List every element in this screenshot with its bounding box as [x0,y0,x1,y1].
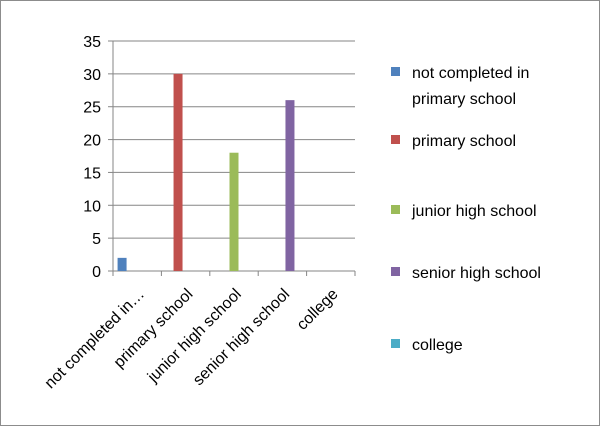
legend-label: primary school [412,91,516,108]
gridlines [113,40,355,239]
y-axis-tick-labels: 0 5 10 15 20 25 30 35 [83,34,101,281]
legend: not completed in primary school primary sc… [391,65,541,354]
legend-label: senior high school [412,265,541,282]
legend-swatch [391,339,400,348]
legend-swatch [391,267,400,276]
bar-senior-high-school [285,100,295,272]
y-tick-label: 5 [92,231,101,248]
y-tick-label: 10 [83,198,101,215]
legend-label: not completed in [412,65,529,82]
legend-swatch [391,205,400,214]
bar-junior-high-school [229,152,239,271]
y-tick-label: 30 [83,67,101,84]
bar-primary-school [173,73,183,271]
axes [108,40,356,276]
legend-label: college [412,337,463,354]
y-tick-label: 15 [83,165,101,182]
y-tick-label: 0 [92,264,101,281]
legend-swatch [391,135,400,144]
legend-swatch [391,67,400,76]
bars [117,73,295,272]
y-tick-label: 35 [83,34,101,51]
legend-label: primary school [412,133,516,150]
bar-not-completed-in-primary-school [117,257,127,271]
y-tick-label: 20 [83,133,101,150]
legend-label: junior high school [411,203,537,220]
y-tick-label: 25 [83,100,101,117]
